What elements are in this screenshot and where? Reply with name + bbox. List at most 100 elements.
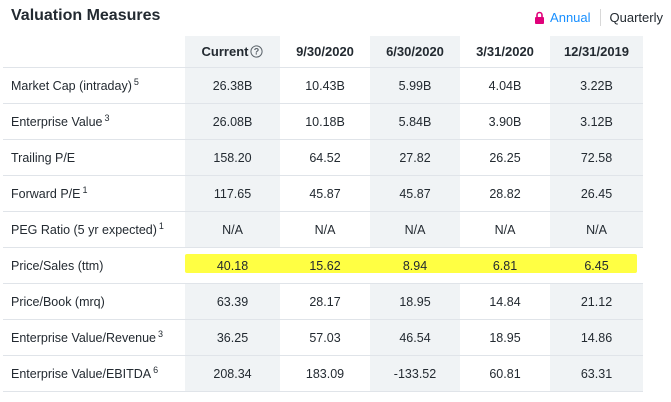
table-row: Price/Book (mrq) 63.39 28.17 18.95 14.84 21.1… [3, 283, 643, 320]
info-icon[interactable]: ? [250, 45, 264, 58]
value-cell: 5.84B [370, 103, 460, 140]
value-text: 26.08B [212, 114, 253, 129]
table-row: Price/Sales (ttm) 40.18 15.62 8.94 6.81 6.45 [3, 247, 643, 284]
value-text: 3.12B [580, 114, 613, 129]
footnote-marker: 3 [104, 113, 110, 124]
value-cell: 60.81 [460, 355, 550, 392]
value-cell: 158.20 [185, 139, 280, 176]
value-cell: 18.95 [460, 319, 550, 356]
value-text: N/A [314, 222, 336, 237]
lock-icon [534, 11, 545, 24]
value-cell: -133.52 [370, 355, 460, 392]
value-text: 6.81 [492, 258, 518, 273]
table-row: Trailing P/E 158.20 64.52 27.82 26.25 72.58 [3, 139, 643, 176]
row-label-text: Enterprise Value/EBITDA [11, 367, 152, 382]
value-text: 3.90B [488, 114, 522, 129]
row-label: Market Cap (intraday) 5 [3, 67, 185, 104]
row-label-text: Trailing P/E [11, 150, 76, 165]
period-toggle: Annual Quarterly [534, 9, 663, 26]
value-cell: 10.43B [280, 67, 370, 104]
value-text: 60.81 [489, 366, 521, 381]
table-row: Market Cap (intraday) 5 26.38B 10.43B 5.99B 4… [3, 67, 643, 104]
value-cell: 3.90B [460, 103, 550, 140]
value-text: 45.87 [399, 186, 431, 201]
value-text: 208.34 [213, 366, 252, 381]
value-text: 63.31 [580, 366, 613, 381]
value-cell: 64.52 [280, 139, 370, 176]
row-label: Forward P/E 1 [3, 175, 185, 212]
value-cell: 14.86 [550, 319, 643, 356]
valuation-table: Current? 9/30/2020 6/30/2020 3/31/2020 1… [3, 36, 643, 392]
row-label-text: PEG Ratio (5 yr expected) [11, 223, 157, 238]
row-label: PEG Ratio (5 yr expected) 1 [3, 211, 185, 248]
value-cell: 28.17 [280, 283, 370, 320]
header-current-label: Current [201, 44, 249, 59]
value-text: 8.94 [402, 258, 428, 273]
header-date: 12/31/2019 [550, 36, 643, 68]
row-label-text: Market Cap (intraday) [11, 79, 132, 94]
value-text: 5.84B [398, 114, 432, 129]
value-cell: 63.31 [550, 355, 643, 392]
value-text: 18.95 [399, 294, 431, 309]
row-label-text: Price/Book (mrq) [11, 294, 105, 309]
value-cell: 40.18 [185, 247, 280, 284]
footnote-marker: 1 [158, 221, 164, 232]
row-label: Enterprise Value 3 [3, 103, 185, 140]
table-row: Enterprise Value/Revenue 3 36.25 57.03 46.54… [3, 319, 643, 356]
row-label: Enterprise Value/EBITDA 6 [3, 355, 185, 392]
value-cell: 72.58 [550, 139, 643, 176]
value-text: 26.25 [489, 150, 521, 165]
table-header-row: Current? 9/30/2020 6/30/2020 3/31/2020 1… [3, 36, 643, 68]
value-text: 36.25 [216, 330, 249, 345]
row-label-text: Enterprise Value/Revenue [11, 331, 156, 346]
value-text: 3.22B [580, 78, 613, 93]
table-row: Enterprise Value 3 26.08B 10.18B 5.84B 3.90B 3… [3, 103, 643, 140]
table-row: Forward P/E 1 117.65 45.87 45.87 28.82 26.45 [3, 175, 643, 212]
value-text: 57.03 [309, 330, 341, 345]
row-label: Price/Book (mrq) [3, 283, 185, 320]
value-text: 26.38B [212, 78, 253, 93]
value-text: 45.87 [309, 186, 341, 201]
value-cell: 45.87 [280, 175, 370, 212]
value-text: 15.62 [309, 258, 341, 273]
value-cell: 5.99B [370, 67, 460, 104]
value-cell: N/A [280, 211, 370, 248]
footnote-marker: 3 [158, 329, 164, 340]
value-text: 46.54 [399, 330, 431, 345]
value-text: 28.17 [309, 294, 341, 309]
value-cell: 27.82 [370, 139, 460, 176]
value-cell: 18.95 [370, 283, 460, 320]
annual-button[interactable]: Annual [550, 10, 591, 25]
value-text: -133.52 [393, 366, 437, 381]
value-cell: 26.08B [185, 103, 280, 140]
value-cell: N/A [460, 211, 550, 248]
value-cell: 8.94 [370, 247, 460, 284]
value-text: 28.82 [489, 186, 521, 201]
value-cell: 26.38B [185, 67, 280, 104]
value-text: N/A [404, 222, 426, 237]
value-cell: 46.54 [370, 319, 460, 356]
value-cell: N/A [185, 211, 280, 248]
value-text: N/A [586, 222, 607, 237]
toggle-divider [599, 9, 601, 26]
value-cell: 45.87 [370, 175, 460, 212]
value-text: 6.45 [584, 258, 609, 273]
value-cell: 4.04B [460, 67, 550, 104]
value-text: 14.84 [489, 294, 521, 309]
value-cell: 208.34 [185, 355, 280, 392]
value-cell: 6.81 [460, 247, 550, 284]
value-cell: N/A [550, 211, 643, 248]
value-text: 10.43B [305, 78, 345, 93]
value-text: 72.58 [580, 150, 613, 165]
quarterly-button[interactable]: Quarterly [609, 10, 663, 25]
row-label: Enterprise Value/Revenue 3 [3, 319, 185, 356]
value-cell: 57.03 [280, 319, 370, 356]
table-row: Enterprise Value/EBITDA 6 208.34 183.09 -133… [3, 355, 643, 392]
header-current: Current? [185, 36, 280, 68]
value-cell: 15.62 [280, 247, 370, 284]
value-cell: 14.84 [460, 283, 550, 320]
value-cell: 183.09 [280, 355, 370, 392]
value-cell: 3.12B [550, 103, 643, 140]
value-text: 21.12 [580, 294, 613, 309]
value-text: 27.82 [399, 150, 431, 165]
